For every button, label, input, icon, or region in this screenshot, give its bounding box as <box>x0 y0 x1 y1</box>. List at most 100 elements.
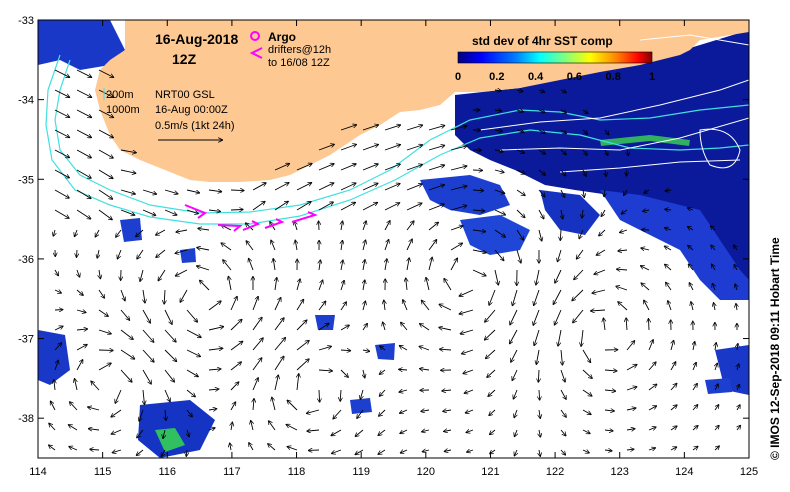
current-arrow <box>54 380 55 391</box>
current-arrow <box>561 349 562 365</box>
current-arrow <box>618 250 628 251</box>
current-arrow <box>643 210 650 211</box>
current-arrow <box>666 190 672 191</box>
current-arrow <box>692 405 698 411</box>
current-arrow <box>472 210 484 211</box>
current-arrow <box>268 444 276 451</box>
map-time: 12Z <box>172 51 197 67</box>
current-arrow <box>120 189 135 194</box>
current-arrow <box>516 169 525 174</box>
current-arrow <box>98 69 113 77</box>
current-arrow <box>472 230 485 232</box>
current-arrow <box>360 389 363 399</box>
current-arrow <box>560 449 565 455</box>
colorbar-tick-label: 0.6 <box>567 71 582 83</box>
current-arrow <box>340 183 356 191</box>
current-arrow <box>318 346 331 351</box>
current-arrow <box>230 190 244 191</box>
current-arrow <box>318 202 333 211</box>
current-arrow <box>231 423 232 431</box>
current-arrow <box>560 90 566 93</box>
current-arrow <box>363 280 365 291</box>
current-arrow <box>296 279 300 291</box>
argo-marker <box>250 31 260 41</box>
x-tick-label: 119 <box>352 466 370 478</box>
current-arrow <box>604 430 613 431</box>
current-arrow <box>583 169 586 176</box>
scale-label: 0.5m/s (1kt 24h) <box>155 120 234 132</box>
current-arrow <box>307 409 320 413</box>
current-arrow <box>230 320 242 331</box>
current-arrow <box>340 369 348 377</box>
current-arrow <box>512 289 518 305</box>
y-tick-label: -38 <box>18 413 34 425</box>
current-arrow <box>88 407 100 411</box>
current-arrow <box>208 327 223 331</box>
current-arrow <box>363 260 365 271</box>
current-arrow <box>420 347 430 351</box>
current-arrow <box>230 382 239 391</box>
current-arrow <box>399 369 408 370</box>
current-arrow <box>332 449 342 453</box>
current-arrow <box>494 170 504 172</box>
current-arrow <box>712 284 715 291</box>
current-arrow <box>333 409 342 419</box>
current-arrow <box>560 229 561 240</box>
current-arrow <box>692 384 697 391</box>
current-arrow <box>362 125 378 131</box>
current-arrow <box>459 289 474 296</box>
current-arrow <box>296 300 303 311</box>
sst-data-layer <box>38 20 749 458</box>
current-arrow <box>197 266 210 271</box>
y-tick-label: -37 <box>18 334 34 346</box>
current-arrow <box>641 248 650 250</box>
current-arrow <box>601 209 606 216</box>
current-arrow <box>252 297 258 311</box>
current-arrow <box>120 349 134 359</box>
sst-east-patch <box>540 190 600 235</box>
drifter-tracks <box>184 204 318 232</box>
current-arrow <box>186 209 198 214</box>
current-arrow <box>442 390 452 391</box>
current-arrow <box>560 389 566 399</box>
current-arrow <box>362 183 378 191</box>
current-arrow <box>534 329 540 345</box>
drifter-legend-line2: to 16/08 12Z <box>268 57 330 69</box>
current-arrow <box>582 209 583 218</box>
current-arrow <box>378 429 386 435</box>
sst-sw-patch <box>138 400 215 458</box>
current-arrow <box>384 240 389 251</box>
current-arrow <box>539 409 540 418</box>
current-arrow <box>516 110 523 112</box>
current-arrow <box>558 249 562 261</box>
argo-label: Argo <box>268 30 296 44</box>
current-arrow <box>582 450 589 453</box>
current-arrow <box>626 408 636 410</box>
current-arrow <box>579 229 584 238</box>
current-arrow <box>165 409 166 420</box>
current-arrow <box>318 183 333 191</box>
current-arrow <box>420 369 430 370</box>
current-arrow <box>53 229 55 236</box>
current-arrow <box>142 329 154 342</box>
current-arrow <box>318 280 323 291</box>
current-arrow <box>626 318 627 331</box>
colorbar <box>457 51 653 64</box>
current-arrow <box>626 341 634 351</box>
current-arrow <box>538 169 545 175</box>
current-arrow <box>340 281 344 291</box>
current-arrow <box>341 221 342 231</box>
current-arrow <box>274 318 284 331</box>
current-arrow <box>712 265 715 271</box>
current-arrow <box>440 349 452 350</box>
current-arrow <box>384 164 400 171</box>
current-arrow <box>582 129 587 134</box>
current-arrow <box>400 429 408 433</box>
current-arrow <box>362 221 366 231</box>
current-arrow <box>142 349 154 362</box>
sst-east-green <box>600 135 690 146</box>
current-arrow <box>143 389 144 404</box>
current-arrow <box>164 349 176 361</box>
credit-container: © IMOS 12-Sep-2018 09:11 Hobart Time <box>762 20 786 460</box>
current-arrow <box>715 384 718 391</box>
